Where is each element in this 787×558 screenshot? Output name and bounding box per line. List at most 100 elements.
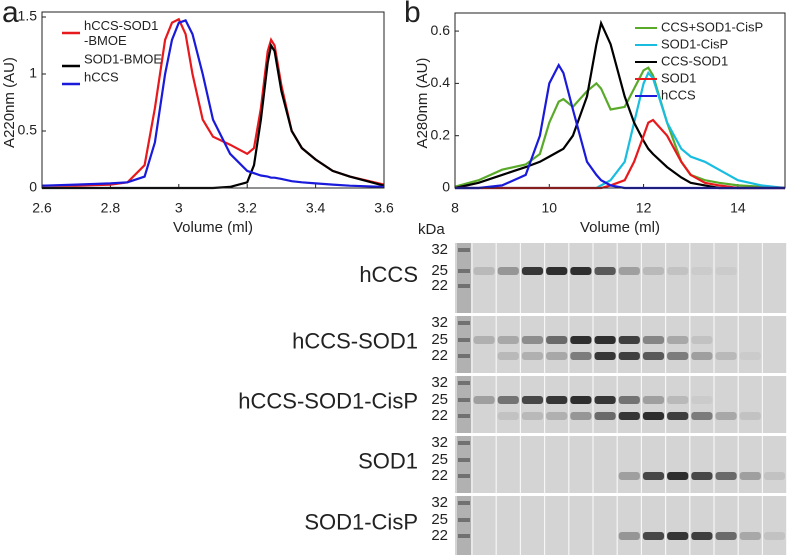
y-tick-label: 1.5 [18,8,38,24]
marker-label: 25 [431,391,448,408]
gel-strip [455,243,787,313]
marker-label: 32 [431,314,448,331]
marker-label: 32 [431,374,448,391]
marker-band [458,354,470,358]
gel-band [763,472,786,480]
gel-row-label: SOD1-CisP [304,509,418,534]
gel-band [594,336,616,344]
marker-band [458,381,470,385]
series-line [454,19,785,190]
marker-band [458,501,470,505]
x-tick-label: 2.6 [32,200,52,216]
gel-band [594,412,616,420]
gel-band [642,267,665,275]
legend-label: SOD1-BMOE [84,51,162,66]
gel-band [715,472,737,480]
marker-label: 22 [431,347,448,364]
x-tick-label: 2.8 [101,200,121,216]
gel-band [473,336,495,344]
marker-label: 32 [431,494,448,511]
y-tick-label: 0.2 [431,126,451,142]
gel-band [521,336,544,344]
gel-band [691,412,713,420]
marker-band [458,398,470,402]
gel-band [473,267,495,275]
marker-band [458,518,470,522]
series-line [455,70,786,190]
gel-band [497,412,519,420]
gel-strip [455,316,787,373]
gel-band [642,412,665,420]
gel-band [715,267,737,275]
gel-strip [455,436,787,493]
gel-band [667,472,689,480]
y-axis-label: A220nm (AU) [1,57,18,148]
gel-band [570,396,592,404]
marker-lane [457,243,471,313]
gel-band [618,412,640,420]
gel-band [667,267,689,275]
gel-band [497,336,519,344]
series-line [41,19,385,188]
x-tick-label: 3 [175,200,183,216]
legend-label: CCS+SOD1-CisP [661,19,763,34]
gel-band [618,352,640,360]
gel-band [546,336,568,344]
gel-band [691,532,713,540]
marker-band [458,474,470,478]
gel-band [642,472,665,480]
x-tick-label: 12 [636,200,652,216]
legend-label: hCCS-SOD1 -BMOE [84,18,158,48]
x-tick-label: 14 [730,200,746,216]
marker-band [458,321,470,325]
gel-band [667,352,689,360]
gel-band [618,336,640,344]
x-tick-label: 3.2 [237,200,257,216]
marker-label: 25 [431,262,448,279]
y-tick-label: 0.5 [18,122,38,138]
gel-band [570,412,592,420]
gel-band [546,352,568,360]
plot-frame [41,11,385,189]
marker-lane [457,496,471,555]
gel-band [473,396,495,404]
x-tick-label: 8 [451,200,459,216]
gel-band [521,267,544,275]
marker-band [458,269,470,273]
gel-band [715,352,737,360]
marker-band [458,534,470,538]
gel-band [594,267,616,275]
gel-band [739,412,761,420]
gel-band [667,396,689,404]
gel-band [667,412,689,420]
marker-band [458,248,470,252]
gel-strip [455,496,787,555]
gel-band [618,472,640,480]
gel-row-label: SOD1 [358,448,418,473]
series-line [454,66,786,190]
marker-band [458,414,470,418]
gel-band [546,412,568,420]
gel-band [691,352,713,360]
legend-label: SOD1-CisP [661,36,728,51]
gel-strip [455,376,787,433]
legend-label: SOD1 [661,70,696,85]
gel-band [570,352,592,360]
gel-band [570,267,592,275]
marker-label: 22 [431,467,448,484]
gel-band [618,267,640,275]
gel-band [546,396,568,404]
y-tick-label: 0.4 [431,74,451,90]
marker-label: 22 [431,527,448,544]
marker-label: 22 [431,277,448,294]
gel-band [691,336,713,344]
gel-band [691,267,713,275]
plot-frame [454,12,786,189]
gel-band [594,352,616,360]
gel-band [763,532,786,540]
marker-band [458,458,470,462]
gel-band [618,396,640,404]
gel-band [715,532,737,540]
gel-band [497,267,519,275]
